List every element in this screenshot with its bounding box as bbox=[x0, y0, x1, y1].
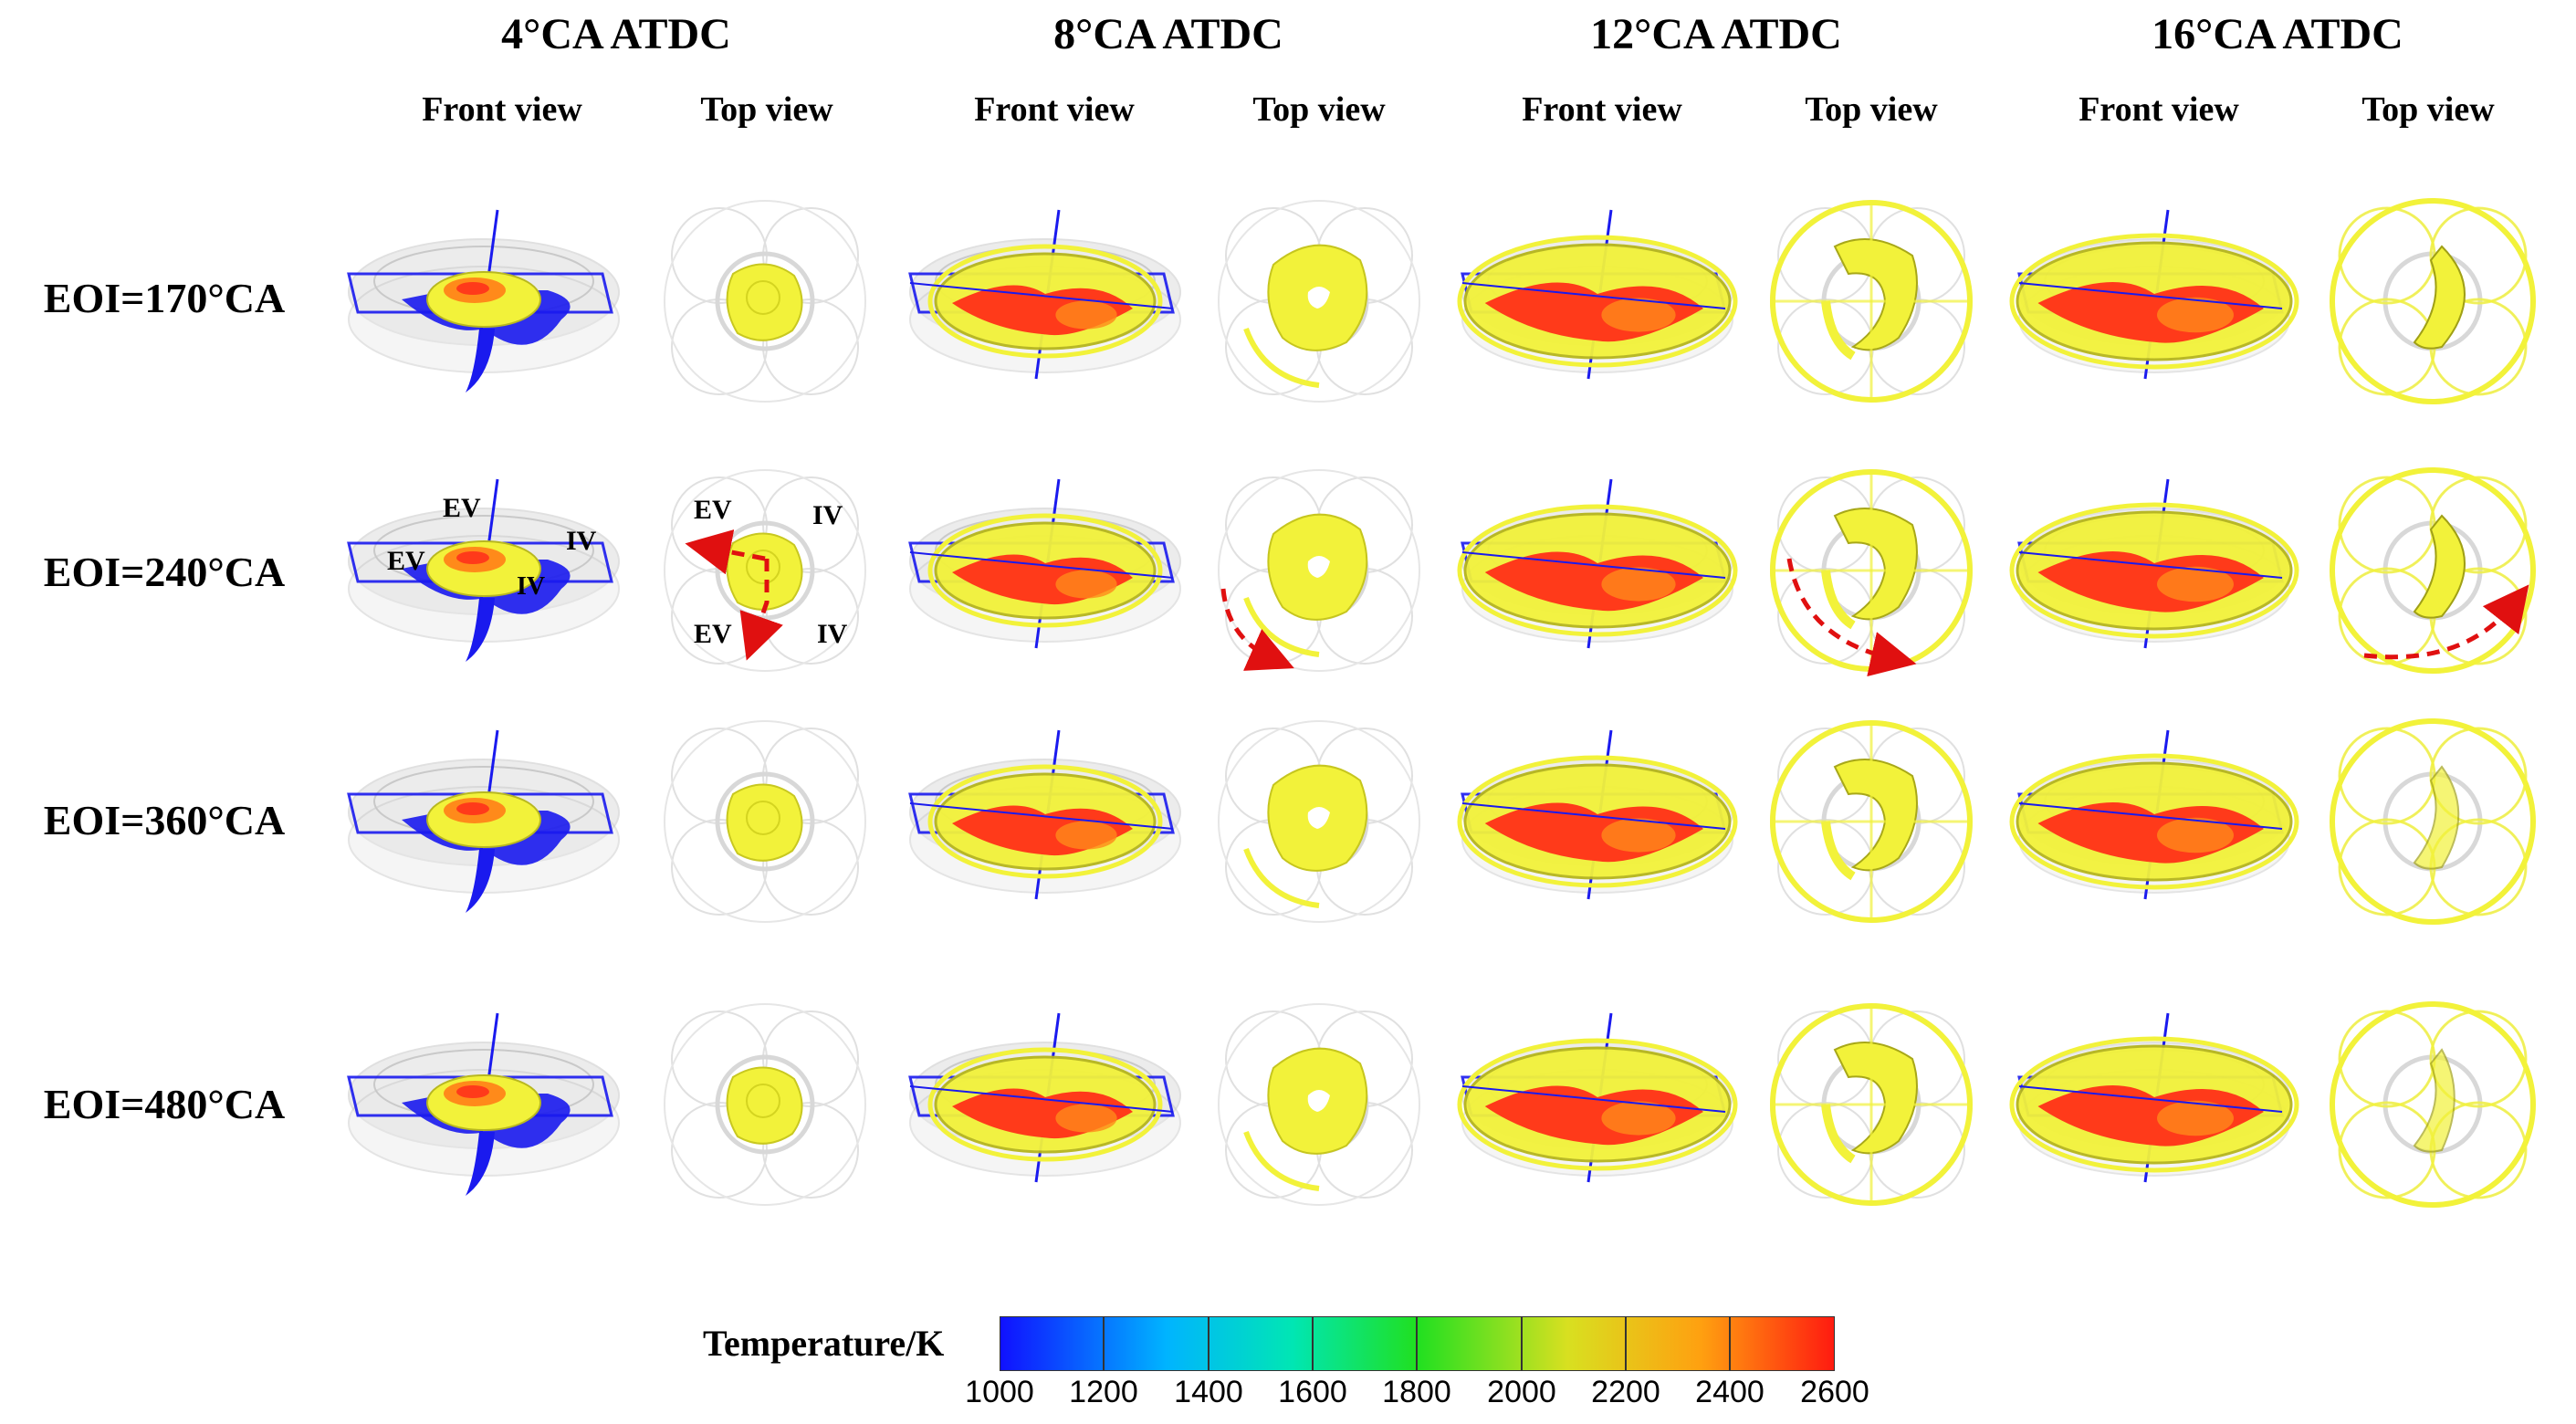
top-view-render bbox=[664, 1003, 866, 1206]
front-view-render bbox=[347, 478, 620, 662]
legend-title: Temperature/K bbox=[703, 1323, 945, 1364]
view-label-top: Top view bbox=[700, 90, 833, 129]
crank-angle-header-4: 16°CA ATDC bbox=[2152, 10, 2403, 58]
top-view-render bbox=[2330, 467, 2536, 674]
colorbar-tick: 1200 bbox=[1069, 1375, 1138, 1409]
view-label-front: Front view bbox=[1522, 90, 1682, 129]
front-view-render bbox=[908, 209, 1181, 380]
top-view-render bbox=[664, 200, 866, 403]
front-view-render bbox=[908, 1012, 1181, 1183]
top-view-render bbox=[1218, 200, 1420, 403]
top-view-render bbox=[2330, 198, 2536, 404]
view-label-front: Front view bbox=[422, 90, 582, 129]
valve-label-ev: EV bbox=[694, 619, 732, 649]
top-view-render bbox=[664, 720, 866, 923]
eoi-row-label-2: EOI=240°CA bbox=[43, 549, 286, 595]
colorbar-tick: 1600 bbox=[1278, 1375, 1347, 1409]
top-view-render bbox=[1218, 1003, 1420, 1206]
valve-label-iv: IV bbox=[566, 526, 597, 556]
eoi-row-label-1: EOI=170°CA bbox=[43, 275, 286, 321]
eoi-row-label-4: EOI=480°CA bbox=[43, 1081, 286, 1127]
front-view-render bbox=[1457, 478, 1738, 649]
top-view-render bbox=[1218, 720, 1420, 923]
front-view-render bbox=[1457, 209, 1738, 380]
valve-label-ev: EV bbox=[443, 493, 481, 523]
front-view-render bbox=[1457, 729, 1738, 900]
colorbar-tick: 1800 bbox=[1382, 1375, 1451, 1409]
valve-label-ev: EV bbox=[694, 495, 732, 525]
eoi-row-label-3: EOI=360°CA bbox=[43, 797, 286, 843]
view-label-top: Top view bbox=[2361, 90, 2495, 129]
view-label-front: Front view bbox=[2079, 90, 2239, 129]
top-view-render bbox=[2330, 718, 2536, 925]
colorbar-tick: 2600 bbox=[1800, 1375, 1869, 1409]
front-view-render bbox=[908, 478, 1181, 649]
colorbar-tick: 2200 bbox=[1591, 1375, 1660, 1409]
top-view-render bbox=[1218, 469, 1420, 672]
front-view-render bbox=[347, 209, 620, 393]
temperature-colorbar bbox=[1000, 1316, 1835, 1371]
front-view-render bbox=[2009, 1012, 2299, 1183]
crank-angle-header-1: 4°CA ATDC bbox=[501, 10, 731, 58]
front-view-render bbox=[2009, 209, 2299, 380]
valve-label-iv: IV bbox=[812, 500, 843, 530]
top-view-render bbox=[1770, 469, 1973, 672]
top-view-render bbox=[2330, 1001, 2536, 1208]
valve-label-iv: IV bbox=[817, 619, 848, 649]
valve-label-iv: IV bbox=[517, 572, 546, 601]
front-view-render bbox=[908, 729, 1181, 900]
front-view-render bbox=[347, 729, 620, 913]
colorbar-tick: 2400 bbox=[1695, 1375, 1764, 1409]
crank-angle-header-3: 12°CA ATDC bbox=[1590, 10, 1842, 58]
view-label-top: Top view bbox=[1805, 90, 1938, 129]
top-view-render bbox=[1770, 200, 1973, 403]
view-label-front: Front view bbox=[974, 90, 1135, 129]
colorbar-tick: 1000 bbox=[965, 1375, 1034, 1409]
colorbar-tick: 1400 bbox=[1174, 1375, 1243, 1409]
view-label-top: Top view bbox=[1252, 90, 1386, 129]
crank-angle-header-2: 8°CA ATDC bbox=[1053, 10, 1283, 58]
top-view-render bbox=[1770, 1003, 1973, 1206]
front-view-render bbox=[347, 1012, 620, 1196]
valve-label-ev: EV bbox=[387, 546, 425, 576]
front-view-render bbox=[1457, 1012, 1738, 1183]
top-view-render bbox=[1770, 720, 1973, 923]
colorbar-tick: 2000 bbox=[1487, 1375, 1556, 1409]
front-view-render bbox=[2009, 478, 2299, 649]
front-view-render bbox=[2009, 729, 2299, 900]
